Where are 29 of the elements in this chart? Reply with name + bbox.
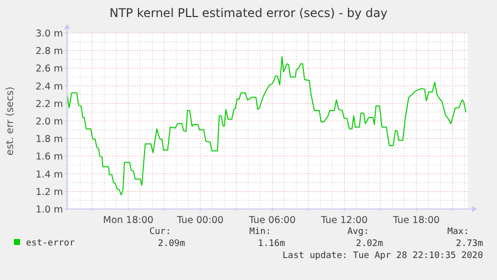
chart-title: NTP kernel PLL estimated error (secs) - by day (109, 6, 388, 20)
text: Avg: (347, 227, 369, 237)
y-tick-label: 1.4 m (36, 169, 63, 180)
x-tick-label: Tue 00:00 (176, 215, 224, 226)
y-tick-label: 2.8 m (36, 46, 63, 58)
y-axis-title: est. err (secs) (5, 86, 16, 156)
y-tick-label: 1.0 m (36, 204, 63, 216)
text: 1.16m (258, 239, 285, 249)
text: 2.02m (356, 239, 383, 249)
y-tick-label: 2.0 m (36, 116, 63, 128)
y-tick-label: 3.0 m (36, 28, 63, 40)
legend-label: est-error (26, 238, 76, 248)
y-tick-label: 1.2 m (36, 186, 63, 198)
text: Cur: (149, 227, 171, 237)
y-tick-label: 2.6 m (36, 64, 63, 75)
text: Min: (249, 227, 271, 237)
text: Last update: Tue Apr 28 22:10:35 2020 (282, 251, 483, 261)
text: 2.09m (158, 239, 185, 249)
x-tick-label: Tue 06:00 (248, 215, 296, 226)
x-tick-label: Tue 18:00 (392, 215, 440, 226)
x-tick-label: Mon 18:00 (103, 215, 154, 226)
y-tick-label: 2.2 m (36, 98, 63, 110)
text: Max: (447, 227, 469, 237)
y-tick-label: 1.6 m (36, 152, 63, 163)
line-series (66, 56, 466, 196)
y-tick-label: 1.8 m (36, 134, 63, 146)
x-tick-label: Tue 12:00 (320, 215, 368, 226)
text: 2.73m (456, 239, 483, 249)
y-tick-label: 2.4 m (36, 81, 63, 92)
